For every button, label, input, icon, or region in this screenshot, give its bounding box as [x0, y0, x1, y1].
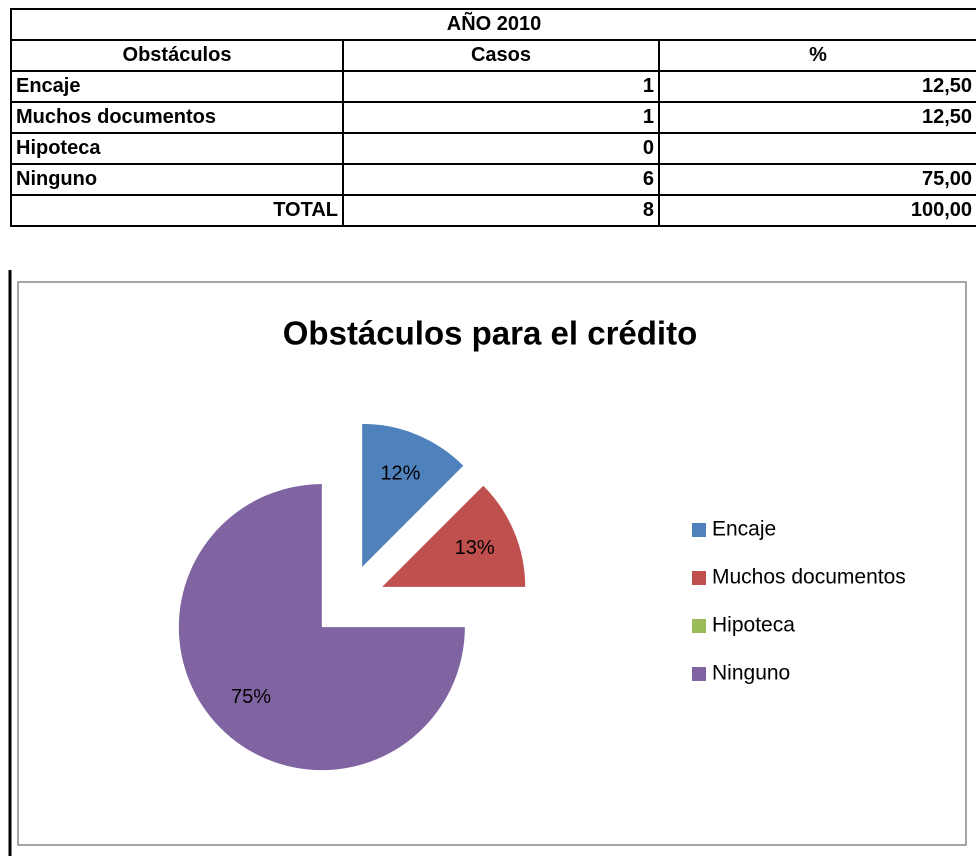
pie-slice	[362, 423, 464, 567]
table-cell: AÑO 2010	[9, 8, 976, 41]
table-row: TOTAL 8 100,00	[10, 194, 976, 227]
table-cell: Encaje	[10, 70, 344, 103]
table-cell: Obstáculos	[10, 39, 344, 72]
pie-slice	[178, 484, 465, 771]
table-row: Encaje 1 12,50	[10, 70, 976, 103]
legend-label: Ninguno	[712, 662, 790, 685]
legend-swatch	[692, 667, 706, 681]
table-cell: 12,50	[657, 101, 976, 134]
chart-frame	[17, 281, 967, 846]
table-cell: 0	[342, 132, 660, 165]
data-label: 13%	[455, 537, 495, 559]
legend-swatch	[692, 571, 706, 585]
table-cell: 100,00	[657, 194, 976, 227]
table-cell: %	[657, 39, 976, 72]
table-cell: 6	[342, 163, 660, 196]
table-row: Obstáculos Casos%	[10, 39, 976, 72]
table-cell: 1	[342, 101, 660, 134]
table-cell	[657, 132, 976, 165]
table-cell: Hipoteca	[10, 132, 344, 165]
pie-slice	[382, 485, 526, 587]
table-cell: 12,50	[657, 70, 976, 103]
legend-swatch	[692, 619, 706, 633]
table-row: Ninguno 6 75,00	[10, 163, 976, 196]
legend-label: Muchos documentos	[712, 566, 906, 589]
table-row: AÑO 2010	[9, 8, 976, 41]
data-table: AÑO 2010 Obstáculos Casos% Encaje 1 12,50 Much…	[9, 8, 976, 227]
chart-title: Obstáculos para el crédito	[283, 315, 697, 352]
legend-label: Encaje	[712, 518, 776, 541]
data-label: 75%	[231, 686, 271, 708]
table-cell: 1	[342, 70, 660, 103]
data-label: 12%	[380, 463, 420, 485]
table-cell: Muchos documentos	[10, 101, 344, 134]
table-row: Hipoteca 0	[10, 132, 976, 165]
table-cell: 8	[342, 194, 660, 227]
legend-swatch	[692, 523, 706, 537]
table-cell: Casos	[342, 39, 660, 72]
legend-label: Hipoteca	[712, 614, 795, 637]
table-cell: Ninguno	[10, 163, 344, 196]
table-row: Muchos documentos 1 12,50	[10, 101, 976, 134]
table-cell: TOTAL	[10, 194, 344, 227]
